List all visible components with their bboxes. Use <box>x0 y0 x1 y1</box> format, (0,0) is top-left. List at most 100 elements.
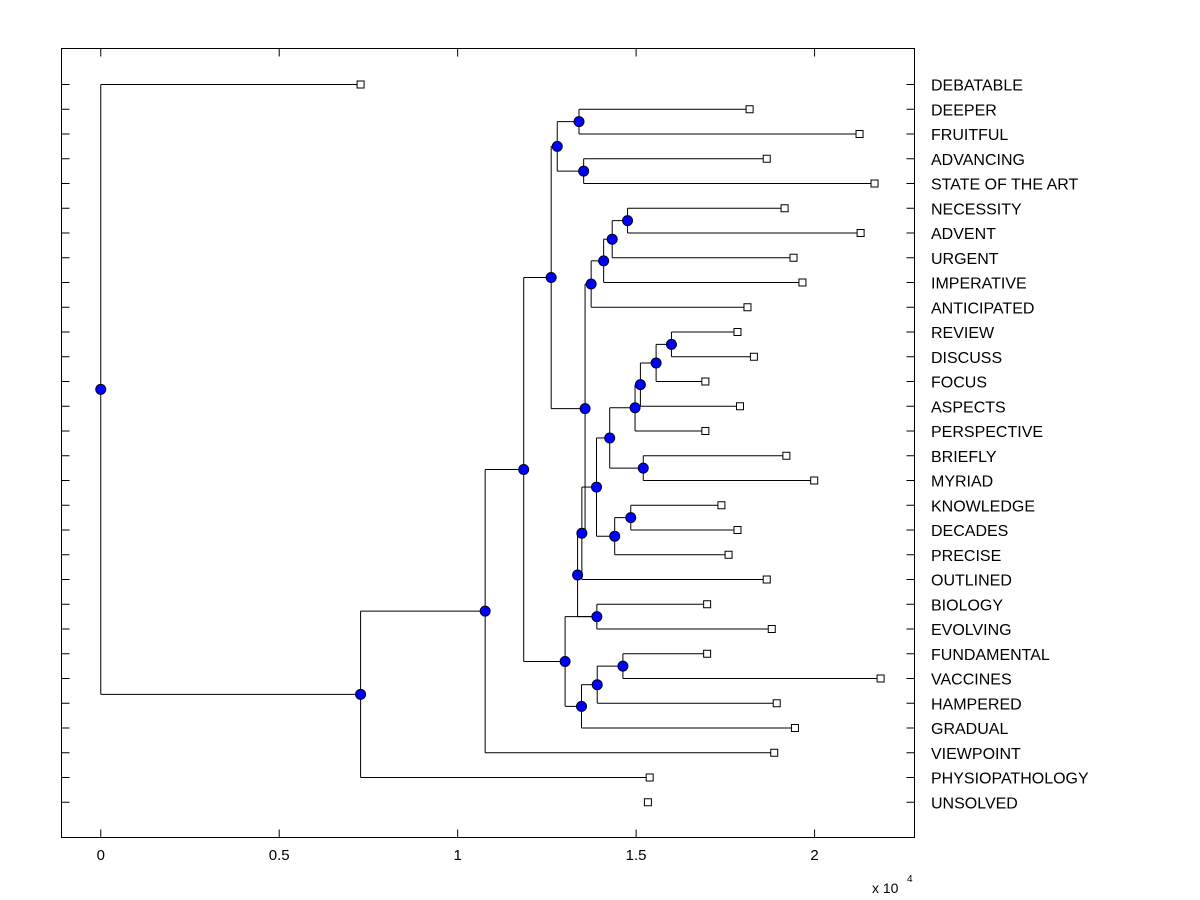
node-marker <box>576 700 588 712</box>
node-marker <box>606 233 618 245</box>
node-marker <box>650 357 662 369</box>
leaf-marker <box>856 229 865 237</box>
node-marker <box>604 432 616 444</box>
node-marker <box>591 611 603 623</box>
leaf-marker <box>749 352 758 361</box>
leaf-label: BRIEFLY <box>931 449 997 466</box>
node-marker <box>591 679 603 691</box>
x-multiplier-exponent: 4 <box>907 874 913 885</box>
leaf-marker <box>356 80 365 89</box>
node-marker <box>576 527 588 539</box>
leaf-label: DEEPER <box>931 102 997 119</box>
leaf-label: URGENT <box>931 251 999 268</box>
x-tick-label: 0 <box>97 847 105 864</box>
node-marker <box>609 530 621 542</box>
leaf-marker <box>717 501 726 510</box>
x-tick-label: 1.5 <box>626 847 647 864</box>
leaf-label: ASPECTS <box>931 399 1006 416</box>
leaf-label: PERSPECTIVE <box>931 424 1043 441</box>
node-marker <box>665 338 677 350</box>
leaf-marker <box>782 451 791 460</box>
node-marker <box>518 464 530 476</box>
leaf-marker <box>643 798 652 807</box>
x-tick-label: 2 <box>810 847 818 864</box>
leaf-label: VACCINES <box>931 672 1012 689</box>
x-multiplier-label: x 10 <box>872 880 899 896</box>
leaf-label: FRUITFUL <box>931 127 1008 144</box>
leaf-marker <box>770 748 779 757</box>
leaf-marker <box>798 278 807 287</box>
leaf-marker <box>762 154 771 163</box>
leaf-marker <box>645 773 654 782</box>
leaf-label: EVOLVING <box>931 622 1012 639</box>
leaf-label: PHYSIOPATHOLOGY <box>931 771 1089 788</box>
leaf-marker <box>870 179 879 188</box>
leaf-label: ADVANCING <box>931 152 1025 169</box>
leaf-marker <box>876 674 885 683</box>
node-marker <box>573 116 585 128</box>
leaf-label: FOCUS <box>931 375 987 392</box>
x-tick-label: 1 <box>453 847 461 864</box>
leaf-label: STATE OF THE ART <box>931 177 1079 194</box>
plot-area <box>61 48 915 838</box>
leaf-marker <box>745 105 754 114</box>
leaf-label: GRADUAL <box>931 721 1008 738</box>
leaf-marker <box>701 427 710 435</box>
leaf-label: UNSOLVED <box>931 795 1018 812</box>
leaf-marker <box>724 550 733 559</box>
node-marker <box>634 379 646 391</box>
leaf-label: FUNDAMENTAL <box>931 647 1050 664</box>
node-marker <box>559 655 571 667</box>
leaf-marker <box>780 204 789 213</box>
leaf-labels: DEBATABLE DEEPER FRUITFUL ADVANCING STATE OF… <box>931 78 1089 813</box>
leaf-marker <box>810 476 819 485</box>
node-marker <box>578 165 590 177</box>
leaf-label: BIOLOGY <box>931 597 1003 614</box>
node-markers <box>95 116 677 712</box>
leaf-marker <box>789 253 798 262</box>
node-marker <box>590 481 602 493</box>
leaf-marker <box>703 649 712 658</box>
node-marker <box>637 462 649 474</box>
leaf-marker <box>772 699 781 708</box>
leaf-markers <box>356 80 885 807</box>
leaf-label: KNOWLEDGE <box>931 498 1035 515</box>
leaf-label: REVIEW <box>931 325 995 342</box>
leaf-label: DISCUSS <box>931 350 1002 367</box>
leaf-label: DEBATABLE <box>931 78 1023 95</box>
leaf-marker <box>733 328 742 336</box>
leaf-marker <box>703 600 712 609</box>
leaf-label: ANTICIPATED <box>931 300 1034 317</box>
node-marker <box>479 605 491 617</box>
leaf-label: VIEWPOINT <box>931 746 1021 763</box>
node-marker <box>95 383 107 395</box>
leaf-marker <box>735 402 744 411</box>
leaf-marker <box>762 575 771 584</box>
leaf-marker <box>855 130 864 138</box>
node-marker <box>585 278 597 290</box>
x-tick-labels: 0 0.5 1 1.5 2 <box>97 847 819 864</box>
node-marker <box>545 272 557 284</box>
node-marker <box>579 403 591 415</box>
node-marker <box>551 140 563 152</box>
leaf-label: PRECISE <box>931 548 1001 565</box>
node-marker <box>625 512 637 524</box>
leaf-marker <box>701 377 710 386</box>
leaf-marker <box>733 526 742 534</box>
node-marker <box>617 660 629 672</box>
node-marker <box>355 688 367 700</box>
leaf-label: MYRIAD <box>931 474 993 491</box>
leaf-marker <box>743 303 752 312</box>
leaf-marker <box>767 625 776 633</box>
leaf-label: OUTLINED <box>931 573 1012 590</box>
axis-ticks <box>61 48 915 838</box>
node-marker <box>572 569 584 581</box>
node-marker <box>598 255 610 267</box>
node-marker <box>622 215 634 227</box>
leaf-label: NECESSITY <box>931 201 1022 218</box>
leaf-label: HAMPERED <box>931 696 1022 713</box>
node-marker <box>629 402 641 414</box>
leaf-marker <box>790 724 799 732</box>
leaf-label: DECADES <box>931 523 1008 540</box>
